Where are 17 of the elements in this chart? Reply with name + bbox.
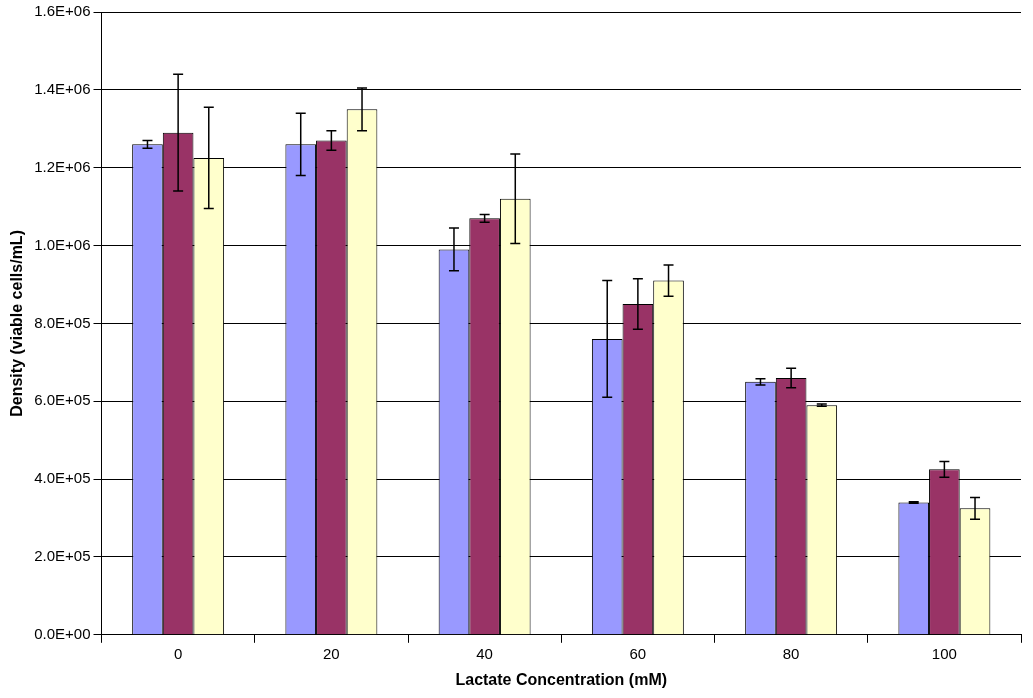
y-tick-label: 1.4E+06 [34, 79, 91, 97]
y-tick-label: 1.0E+06 [34, 235, 91, 253]
y-tick-label: 6.0E+05 [34, 391, 91, 409]
y-tick-label: 0.0E+00 [34, 624, 91, 642]
y-tick-label: 4.0E+05 [34, 469, 91, 487]
x-tick-label: 0 [173, 644, 183, 662]
x-tick-label: 60 [629, 644, 647, 662]
y-tick-label: 8.0E+05 [34, 313, 91, 331]
y-tick-label: 1.2E+06 [34, 157, 91, 175]
x-tick-label: 40 [476, 644, 493, 662]
y-axis-title: Density (viable cells/mL) [8, 230, 26, 417]
x-tick-label: 20 [323, 644, 340, 662]
y-tick-label: 1.6E+06 [34, 2, 91, 20]
x-tick-label: 100 [931, 644, 957, 662]
y-tick-label: 2.0E+05 [34, 547, 91, 565]
x-axis-title: Lactate Concentration (mM) [455, 670, 668, 688]
x-tick-label: 80 [782, 644, 800, 662]
